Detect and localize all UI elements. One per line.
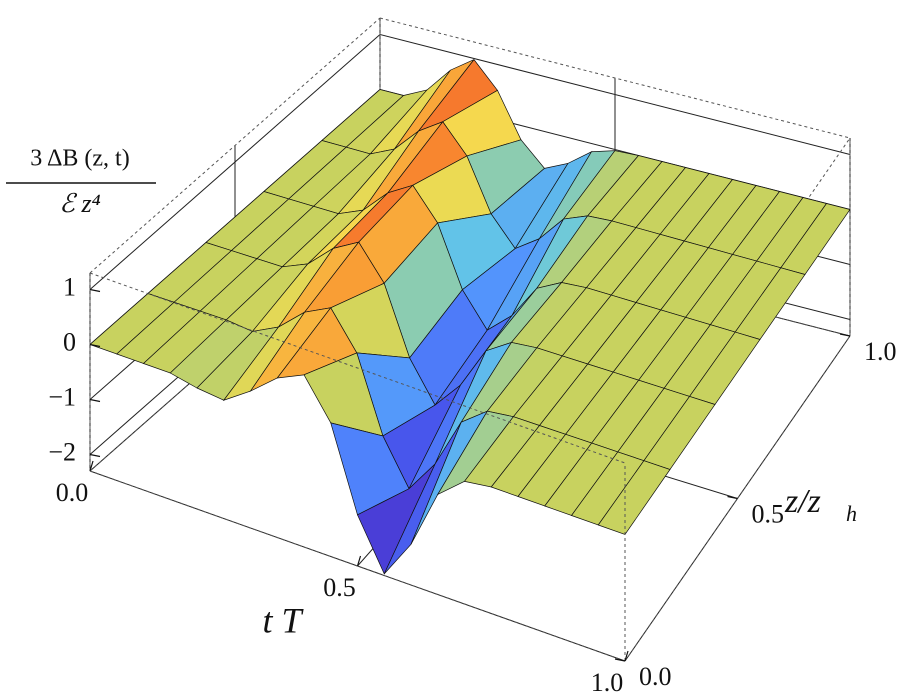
surface xyxy=(89,59,851,575)
z-label-numerator: 3 ΔB (z, t) xyxy=(30,146,129,172)
tick-mark xyxy=(89,398,101,403)
x-label: t T xyxy=(262,600,304,640)
y-label-sub: h xyxy=(846,501,857,526)
tick-mark xyxy=(614,658,626,662)
tick-mark xyxy=(89,460,94,472)
tick-mark xyxy=(89,288,101,293)
tick-mark xyxy=(89,453,101,458)
z-tick-label: 1 xyxy=(63,272,76,301)
tick-mark xyxy=(356,555,362,567)
x-tick-label: 0.5 xyxy=(323,573,356,602)
box-edge xyxy=(379,17,851,139)
box-edge xyxy=(89,272,626,464)
tick-mark xyxy=(839,333,851,337)
z-tick-label: −2 xyxy=(48,437,76,466)
tick-mark xyxy=(624,650,629,662)
y-tick-label: 1.0 xyxy=(864,337,897,366)
y-tick-label: 0.5 xyxy=(752,499,785,528)
z-tick-label: 0 xyxy=(63,327,76,356)
x-tick-label: 1.0 xyxy=(591,668,624,692)
box-front: 1 0 −1 −2 0.0 0.5 1.0 0.0 0.5 1.0 xyxy=(48,272,896,692)
z-label-denominator: ℰ z⁴ xyxy=(59,189,100,218)
z-tick-label: −1 xyxy=(48,382,76,411)
x-tick-label: 0.0 xyxy=(56,478,89,507)
surface-patch xyxy=(597,460,671,535)
box-edge xyxy=(89,17,381,274)
y-tick-label: 0.0 xyxy=(639,662,672,691)
y-label: z/z xyxy=(784,483,821,520)
tick-mark xyxy=(727,495,738,500)
tick-mark xyxy=(89,343,101,348)
